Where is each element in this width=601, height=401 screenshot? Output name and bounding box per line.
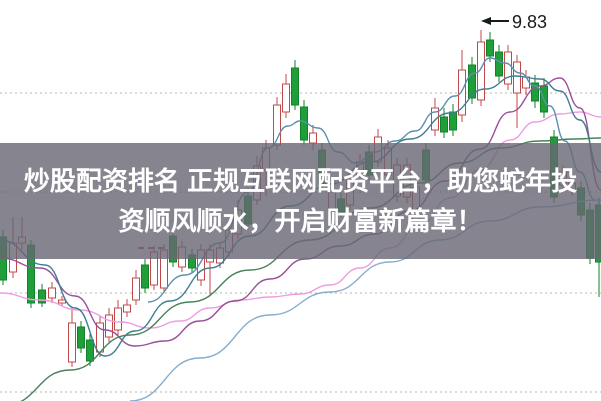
candle-up	[513, 61, 521, 94]
candle-down	[141, 264, 149, 289]
candle-up	[309, 132, 317, 144]
promo-overlay-banner: 炒股配资排名 正规互联网配资平台，助您蛇年投 资顺风顺水，开启财富新篇章！	[0, 143, 601, 259]
candle-down	[495, 51, 503, 77]
candle-up	[58, 299, 66, 304]
candle-up	[504, 51, 512, 85]
candle-down	[86, 339, 94, 362]
candle-up	[48, 287, 56, 299]
candle-down	[38, 289, 46, 304]
promo-text-line1: 炒股配资排名 正规互联网配资平台，助您蛇年投	[23, 166, 578, 196]
candle-up	[123, 304, 131, 313]
candle-down	[291, 67, 299, 106]
price-label: 9.83	[512, 12, 547, 32]
candle-down	[468, 64, 476, 99]
candle-up	[114, 307, 122, 331]
candle-down	[449, 111, 457, 131]
ma-pink	[0, 111, 601, 329]
candle-down	[440, 116, 448, 133]
candle-down	[486, 39, 494, 57]
candle-up	[132, 277, 140, 301]
candle-down	[77, 326, 85, 349]
candle-up	[477, 41, 485, 101]
candle-up	[522, 76, 530, 89]
candle-up	[105, 314, 113, 338]
price-arrow-head-icon	[481, 17, 491, 25]
promo-text-line2: 资顺风顺水，开启财富新篇章！	[118, 206, 483, 236]
candle-up	[282, 83, 290, 113]
candle-up	[68, 322, 76, 363]
candle-up	[458, 69, 466, 116]
candle-down	[531, 82, 539, 102]
